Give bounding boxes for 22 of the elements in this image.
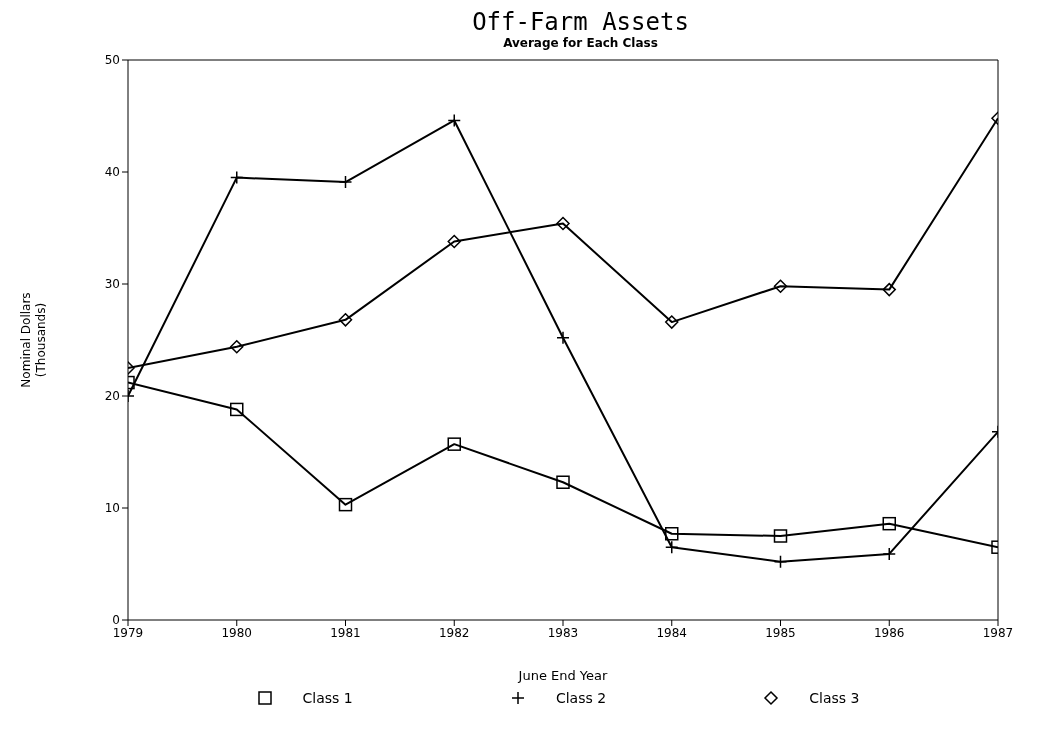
x-tick-label: 1982	[438, 625, 470, 640]
x-tick-label: 1981	[330, 625, 361, 640]
legend-label: Class 2	[555, 690, 607, 706]
y-tick-label: 30	[104, 277, 120, 292]
legend-label: Class 3	[809, 690, 860, 706]
x-tick-label: 1983	[547, 625, 579, 640]
x-tick-label: 1979	[112, 625, 144, 640]
x-axis-title: June End Year	[517, 668, 609, 683]
y-tick-label: 0	[112, 613, 120, 628]
y-axis-title: Nominal Dollars (Thousands)	[19, 292, 48, 388]
x-tick-label: 1980	[221, 625, 253, 640]
y-tick-label: 20	[104, 389, 120, 404]
x-tick-label: 1985	[765, 625, 796, 640]
x-tick-label: 1987	[982, 625, 1014, 640]
y-tick-label: 40	[104, 165, 120, 180]
y-tick-label: 10	[104, 501, 120, 516]
chart-subtitle: Average for Each Class	[502, 36, 659, 50]
legend-label: Class 1	[302, 690, 353, 706]
x-tick-label: 1986	[873, 625, 905, 640]
chart-title: Off-Farm Assets	[471, 8, 690, 36]
y-tick-label: 50	[104, 53, 120, 68]
x-tick-label: 1984	[656, 625, 688, 640]
